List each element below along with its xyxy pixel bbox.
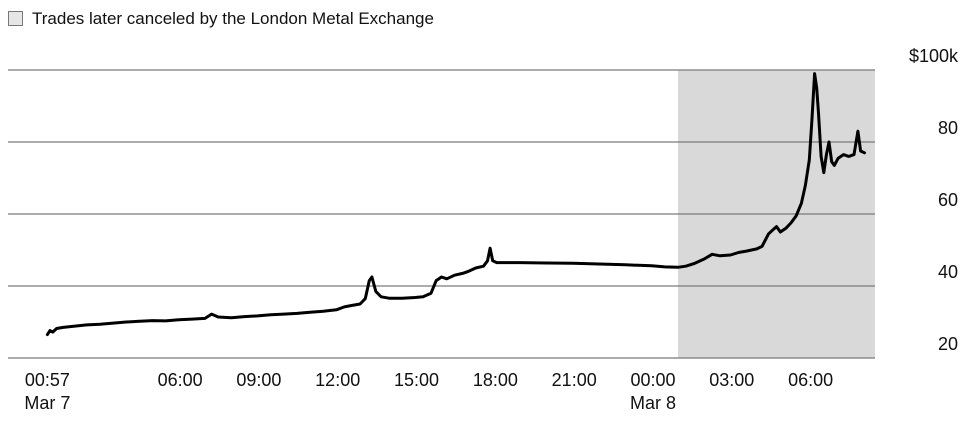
- x-axis-label: 09:00: [236, 370, 281, 390]
- y-axis-label: $100k: [909, 46, 959, 66]
- x-axis-sublabel: Mar 7: [24, 393, 70, 413]
- x-axis-label: 21:00: [552, 370, 597, 390]
- legend-label: Trades later canceled by the London Meta…: [32, 9, 434, 28]
- y-axis-label: 80: [938, 118, 958, 138]
- x-axis-label: 18:00: [473, 370, 518, 390]
- x-axis-sublabel: Mar 8: [630, 393, 676, 413]
- x-axis-label: 12:00: [315, 370, 360, 390]
- y-axis-label: 60: [938, 190, 958, 210]
- x-axis-label: 06:00: [788, 370, 833, 390]
- x-axis-label: 06:00: [158, 370, 203, 390]
- y-axis-label: 20: [938, 334, 958, 354]
- x-axis-label: 00:57: [25, 370, 70, 390]
- price-line: [45, 72, 866, 337]
- x-axis-label: 00:00: [630, 370, 675, 390]
- shaded-region-swatch: [8, 11, 23, 26]
- x-axis-label: 03:00: [709, 370, 754, 390]
- x-axis-label: 15:00: [394, 370, 439, 390]
- y-axis-label: 40: [938, 262, 958, 282]
- legend: Trades later canceled by the London Meta…: [8, 10, 434, 27]
